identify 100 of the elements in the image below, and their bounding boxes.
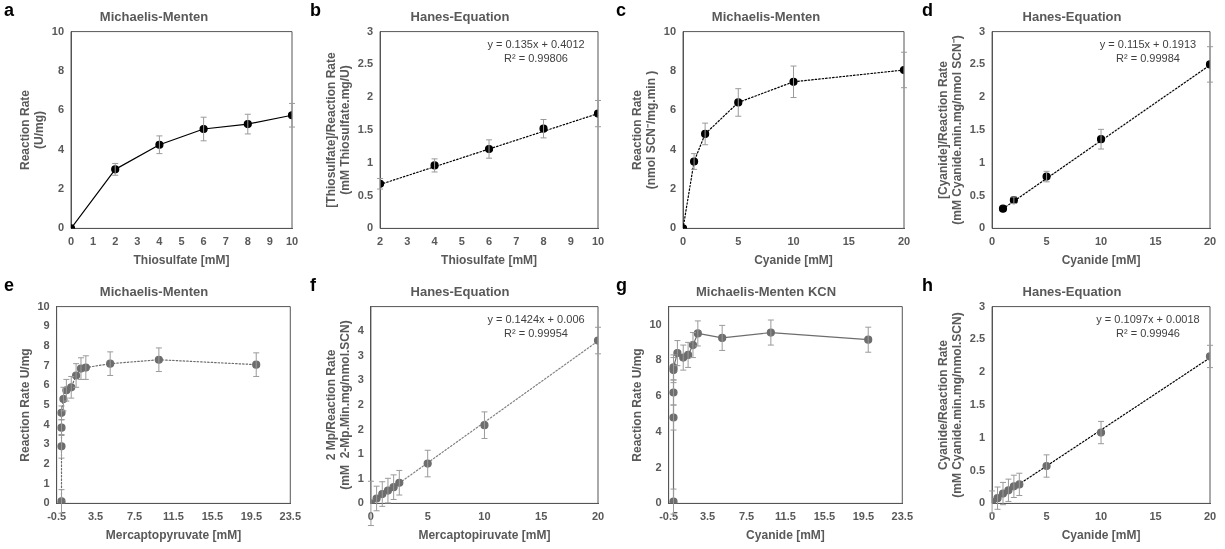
y-tick-label: 1.5	[969, 123, 986, 136]
y-tick-label: 0	[669, 221, 677, 234]
x-tick-label: 6	[485, 235, 493, 248]
y-tick-label: 1	[357, 471, 364, 484]
x-tick-label: 0	[989, 510, 996, 523]
x-tick-label: -0.5	[47, 510, 67, 523]
x-tick-label: 10	[787, 235, 800, 248]
y-tick-label: 3	[978, 299, 986, 312]
chart-title: Hanes-Equation	[410, 9, 510, 25]
y-axis-title: 2 Mp/Reaction Rate (mM 2-Mp.Min.mg/nmol.SCN)	[323, 320, 352, 490]
x-tick-label: 0	[67, 235, 75, 248]
y-tick-label: 4	[57, 142, 65, 155]
text: g	[616, 274, 627, 295]
y-tick-label: 5	[43, 398, 50, 411]
y-tick-label: 0	[978, 221, 986, 234]
annotation: y = 0.115x + 0.1913	[1099, 38, 1197, 51]
x-tick-label: 4	[156, 235, 164, 248]
x-tick-label: 23.5	[279, 510, 302, 523]
y-tick-label: 1	[357, 447, 364, 460]
y-tick-label: 1	[366, 155, 374, 168]
y-tick-label: 6	[57, 103, 65, 116]
x-tick-label: 23.5	[891, 510, 914, 523]
chart-title: Michaelis-Menten	[711, 9, 821, 25]
x-tick-label: 15	[842, 235, 855, 248]
x-tick-label: 20	[897, 235, 911, 248]
y-tick-label: 10	[51, 24, 65, 37]
annotation: R² = 0.99984	[1116, 52, 1180, 65]
y-tick-label: 3	[357, 373, 364, 386]
y-tick-label: 1.5	[969, 398, 986, 411]
x-tick-label: 10	[591, 235, 605, 248]
y-tick-label: 8	[57, 63, 65, 76]
x-tick-label: 20	[1203, 235, 1217, 248]
x-tick-label: 7	[513, 235, 520, 248]
chart-title: Michaelis-Menten	[99, 284, 209, 300]
annotation: R² = 0.99954	[504, 327, 568, 340]
y-tick-label: 0.5	[969, 188, 986, 201]
text: e	[4, 274, 15, 295]
x-tick-label: -0.5	[659, 510, 679, 523]
y-tick-label: 6	[655, 389, 662, 402]
x-tick-label: 2	[377, 235, 384, 248]
x-tick-label: 5	[178, 235, 185, 248]
y-tick-label: 3	[978, 24, 986, 37]
y-axis-title: Reaction Rate U/mg	[17, 348, 32, 462]
y-tick-label: 10	[37, 299, 50, 312]
x-tick-label: 20	[591, 510, 605, 523]
x-axis-title: Cyanide [mM]	[746, 528, 825, 543]
chart-title: Hanes-Equation	[1022, 284, 1122, 300]
y-tick-label: 8	[669, 63, 677, 76]
x-tick-label: 5	[1043, 510, 1050, 523]
y-tick-label: 7	[43, 358, 50, 371]
x-tick-label: 11.5	[163, 510, 184, 523]
annotation: y = 0.135x + 0.4012	[487, 38, 585, 51]
x-axis-title: Mercaptopyruvate [mM]	[105, 528, 242, 543]
x-tick-label: 10	[285, 235, 299, 248]
y-tick-label: 2	[655, 460, 662, 473]
x-tick-label: 19.5	[240, 510, 263, 523]
x-tick-label: 11.5	[775, 510, 796, 523]
y-tick-label: 2	[357, 422, 364, 435]
y-tick-label: 6	[43, 378, 50, 391]
text: a	[4, 0, 15, 20]
y-tick-label: 1	[978, 155, 986, 168]
y-tick-label: 2.5	[357, 57, 374, 70]
y-tick-label: 2	[978, 90, 986, 103]
text: b	[310, 0, 321, 20]
x-tick-label: 1	[90, 235, 97, 248]
y-axis-title: [Thiosulfate]/Reaction Rate (mM Thiosulfate.mg/U)	[323, 52, 352, 208]
y-axis-title: Reaction Rate (nmol SCN⁻/mg.min )	[629, 70, 658, 190]
y-tick-label: 10	[663, 24, 677, 37]
x-tick-label: 15.5	[201, 510, 224, 523]
y-axis-title: Cyanide/Reaction Rate (mM Cyanide.min.mg/nmol.SCN)	[935, 312, 964, 498]
x-tick-label: 5	[1043, 235, 1050, 248]
annotation: y = 0.1097x + 0.0018	[1096, 313, 1200, 326]
x-tick-label: 3	[404, 235, 411, 248]
x-tick-label: 6	[200, 235, 207, 248]
x-tick-label: 15	[1149, 510, 1162, 523]
x-tick-label: 5	[735, 235, 742, 248]
y-tick-label: 1	[978, 430, 986, 443]
x-tick-label: 10	[478, 510, 491, 523]
x-tick-label: 0	[679, 235, 687, 248]
y-tick-label: 1.5	[357, 123, 374, 136]
x-tick-label: 3	[134, 235, 141, 248]
y-tick-label: 0	[366, 221, 374, 234]
y-tick-label: 2	[43, 457, 50, 470]
y-tick-label: 9	[43, 319, 50, 332]
y-tick-label: 2	[357, 398, 364, 411]
y-tick-label: 2.5	[969, 332, 986, 345]
y-tick-label: 3	[366, 24, 374, 37]
chart-title: Hanes-Equation	[1022, 9, 1122, 25]
y-tick-label: 0	[655, 496, 662, 509]
x-axis-title: Cyanide [mM]	[1061, 253, 1141, 268]
y-tick-label: 0.5	[357, 188, 374, 201]
annotation: R² = 0.99806	[504, 52, 568, 65]
y-tick-label: 2	[978, 365, 986, 378]
x-tick-label: 8	[540, 235, 547, 248]
y-tick-label: 4	[669, 142, 677, 155]
y-tick-label: 0	[43, 496, 50, 509]
chart-title: Michaelis-Menten KCN	[695, 284, 837, 300]
x-tick-label: 15.5	[813, 510, 836, 523]
y-tick-label: 0.5	[969, 463, 986, 476]
x-tick-label: 4	[431, 235, 439, 248]
